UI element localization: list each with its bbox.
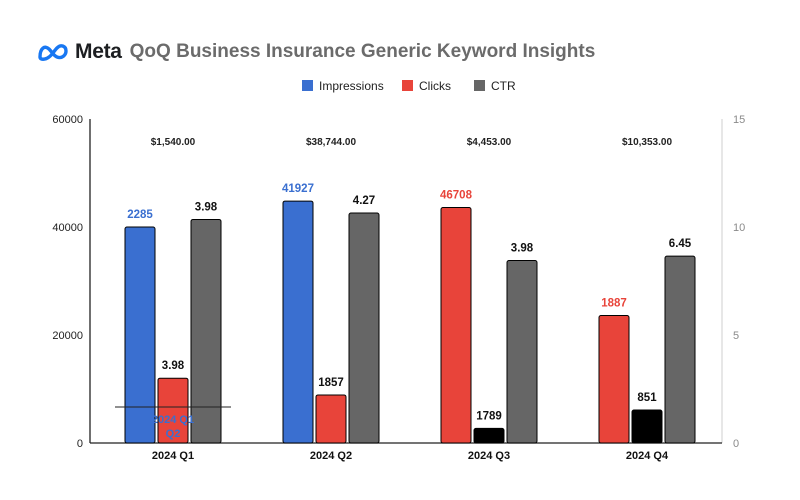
data-label: 1887 bbox=[601, 298, 627, 310]
left-tick-label: 60000 bbox=[52, 114, 83, 126]
data-label: 4.27 bbox=[353, 195, 375, 207]
left-tick-label: 20000 bbox=[52, 330, 83, 342]
cost-label: $4,453.00 bbox=[467, 137, 512, 148]
bar-clicks bbox=[440, 207, 472, 444]
meta-infinity-icon bbox=[38, 44, 68, 61]
bar-ctr bbox=[190, 218, 222, 444]
legend-label-clicks: Clicks bbox=[419, 79, 451, 93]
category-label: 2024 Q1 bbox=[152, 450, 194, 462]
bar-clicks bbox=[157, 377, 189, 444]
bar-black bbox=[631, 409, 663, 444]
right-tick-label: 15 bbox=[733, 114, 745, 126]
legend-label-impressions: Impressions bbox=[319, 79, 384, 93]
data-label: 3.98 bbox=[162, 360, 185, 372]
right-tick-label: 0 bbox=[733, 438, 739, 450]
meta-wordmark: Meta bbox=[75, 40, 122, 63]
cost-label: $10,353.00 bbox=[622, 137, 672, 148]
data-label: 1857 bbox=[318, 377, 344, 389]
chart-header: Meta QoQ Business Insurance Generic Keyw… bbox=[36, 40, 595, 64]
data-label: 46708 bbox=[440, 190, 473, 202]
right-tick-label: 10 bbox=[733, 222, 745, 234]
legend-label-ctr: CTR bbox=[491, 79, 516, 93]
annotation-text: 2024 Q1 bbox=[152, 414, 194, 426]
bar-ctr bbox=[506, 259, 538, 444]
left-tick-label: 40000 bbox=[52, 222, 83, 234]
data-label: 2285 bbox=[127, 209, 153, 221]
left-tick-label: 0 bbox=[77, 438, 83, 450]
data-label: 3.98 bbox=[511, 242, 534, 254]
data-label: 3.98 bbox=[195, 201, 218, 213]
legend-swatch-clicks bbox=[402, 80, 413, 91]
chart-title: QoQ Business Insurance Generic Keyword I… bbox=[129, 41, 596, 62]
category-label: 2024 Q3 bbox=[468, 450, 510, 462]
data-label: 6.45 bbox=[669, 238, 692, 250]
annotation-text: Q2 bbox=[166, 428, 181, 440]
data-label: 851 bbox=[637, 392, 657, 404]
cost-label: $1,540.00 bbox=[151, 137, 196, 148]
data-label: 1789 bbox=[476, 410, 502, 422]
bar-ctr bbox=[664, 255, 696, 444]
legend-swatch-impressions bbox=[302, 80, 313, 91]
meta-logo: Meta bbox=[36, 40, 122, 64]
cost-label: $38,744.00 bbox=[306, 137, 356, 148]
bar-impressions bbox=[124, 226, 156, 444]
category-label: 2024 Q4 bbox=[626, 450, 669, 462]
bar-clicks bbox=[598, 315, 630, 444]
bar-impressions bbox=[282, 200, 314, 444]
bar-ctr bbox=[348, 212, 380, 444]
category-label: 2024 Q2 bbox=[310, 450, 352, 462]
bar-black bbox=[473, 427, 505, 444]
data-label: 41927 bbox=[282, 183, 314, 195]
right-tick-label: 5 bbox=[733, 330, 739, 342]
bar-clicks bbox=[315, 394, 347, 444]
legend-swatch-ctr bbox=[474, 80, 485, 91]
